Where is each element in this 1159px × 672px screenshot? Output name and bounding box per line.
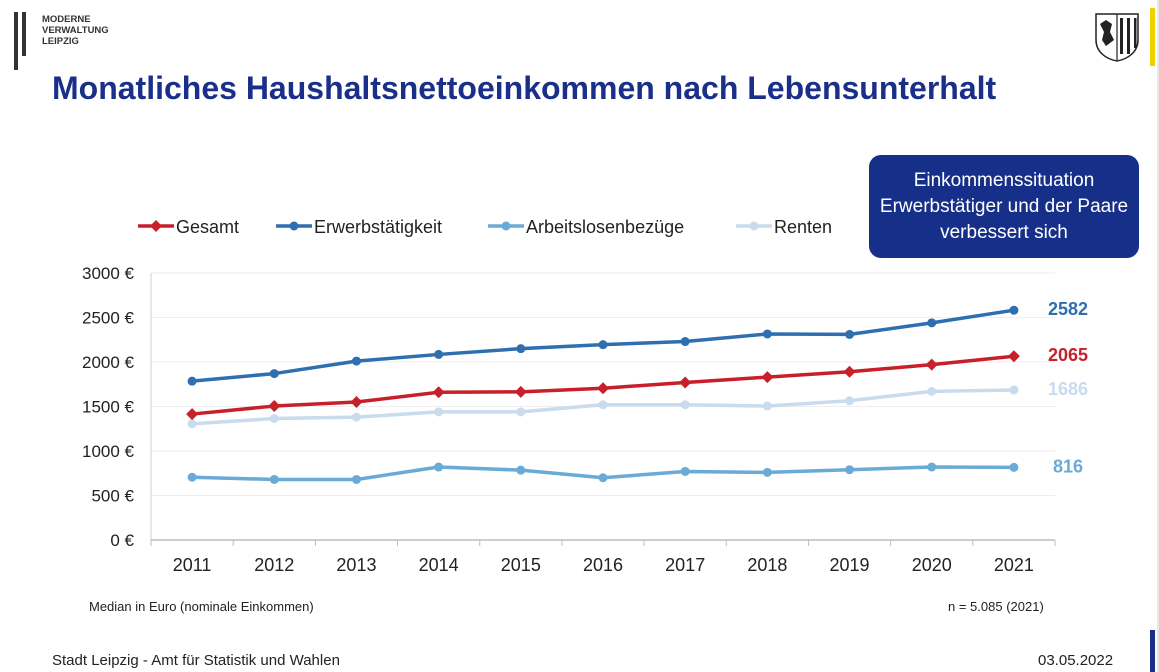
- chart-note-median: Median in Euro (nominale Einkommen): [89, 599, 314, 614]
- data-point: [927, 462, 937, 472]
- data-point: [186, 408, 199, 421]
- x-tick-label: 2017: [665, 555, 705, 575]
- data-point: [187, 472, 197, 482]
- y-tick-label: 500 €: [91, 487, 134, 506]
- chart-note-sample-size: n = 5.085 (2021): [948, 599, 1044, 614]
- data-point: [598, 473, 608, 483]
- data-point: [432, 386, 445, 399]
- data-point: [598, 340, 608, 350]
- y-tick-label: 3000 €: [82, 264, 135, 283]
- data-point: [516, 407, 526, 417]
- data-point: [1009, 385, 1019, 395]
- data-point: [351, 474, 361, 484]
- data-point: [762, 401, 772, 411]
- legend-marker: [289, 221, 299, 231]
- data-point: [269, 369, 279, 379]
- accent-bar-navy: [1150, 630, 1155, 672]
- y-tick-label: 0 €: [110, 531, 134, 550]
- data-point: [1009, 462, 1019, 472]
- legend-marker: [749, 221, 759, 231]
- data-point: [927, 386, 937, 396]
- data-point: [187, 376, 197, 386]
- data-point: [269, 474, 279, 484]
- data-point: [187, 419, 197, 429]
- data-point: [679, 376, 692, 389]
- x-tick-label: 2018: [747, 555, 787, 575]
- x-tick-label: 2014: [419, 555, 459, 575]
- x-tick-label: 2020: [912, 555, 952, 575]
- leipzig-coat-of-arms-icon: [1095, 13, 1139, 62]
- data-point: [762, 329, 772, 339]
- data-point: [927, 318, 937, 328]
- legend-label: Erwerbstätigkeit: [314, 217, 442, 237]
- data-point: [269, 414, 279, 424]
- y-tick-label: 2500 €: [82, 309, 135, 328]
- x-tick-label: 2013: [336, 555, 376, 575]
- x-tick-label: 2021: [994, 555, 1034, 575]
- data-point: [680, 337, 690, 347]
- callout-box: Einkommenssituation Erwerbstätiger und d…: [869, 155, 1139, 258]
- legend-label: Gesamt: [176, 217, 239, 237]
- data-point: [761, 371, 774, 384]
- legend-marker: [501, 221, 511, 231]
- data-point: [434, 407, 444, 417]
- legend-marker: [150, 220, 162, 232]
- data-point: [845, 465, 855, 475]
- end-value-label: 816: [1053, 456, 1083, 476]
- data-point: [845, 396, 855, 406]
- data-point: [762, 467, 772, 477]
- y-tick-label: 1000 €: [82, 442, 135, 461]
- x-tick-label: 2012: [254, 555, 294, 575]
- data-point: [597, 382, 609, 395]
- data-point: [680, 466, 690, 476]
- x-tick-label: 2016: [583, 555, 623, 575]
- logo-text: MODERNE VERWALTUNG LEIPZIG: [42, 14, 109, 47]
- end-value-label: 2065: [1048, 345, 1088, 365]
- data-point: [598, 400, 608, 410]
- right-edge-rule: [1157, 0, 1159, 672]
- data-point: [1009, 305, 1019, 315]
- legend-label: Renten: [774, 217, 832, 237]
- data-point: [925, 358, 938, 371]
- data-point: [514, 385, 527, 398]
- callout-text: Einkommenssituation Erwerbstätiger und d…: [879, 169, 1129, 243]
- data-point: [351, 356, 361, 366]
- end-value-label: 2582: [1048, 299, 1088, 319]
- end-value-label: 1686: [1048, 379, 1088, 399]
- y-tick-label: 2000 €: [82, 353, 135, 372]
- data-point: [516, 344, 526, 354]
- data-point: [1007, 350, 1020, 363]
- x-tick-label: 2011: [173, 555, 212, 575]
- page-title: Monatliches Haushaltsnettoeinkommen nach…: [52, 70, 997, 106]
- footer-date: 03.05.2022: [1038, 652, 1114, 669]
- data-point: [350, 396, 363, 409]
- data-point: [843, 365, 856, 378]
- y-tick-label: 1500 €: [82, 398, 135, 417]
- data-point: [351, 412, 361, 422]
- data-point: [434, 462, 444, 472]
- x-tick-label: 2019: [830, 555, 870, 575]
- legend-label: Arbeitslosenbezüge: [526, 217, 684, 237]
- x-tick-label: 2015: [501, 555, 541, 575]
- accent-bar-yellow: [1150, 8, 1155, 66]
- data-point: [434, 349, 444, 359]
- data-point: [268, 400, 281, 413]
- data-point: [680, 400, 690, 410]
- data-point: [845, 329, 855, 339]
- data-point: [516, 465, 526, 475]
- footer-source: Stadt Leipzig - Amt für Statistik und Wa…: [52, 652, 340, 669]
